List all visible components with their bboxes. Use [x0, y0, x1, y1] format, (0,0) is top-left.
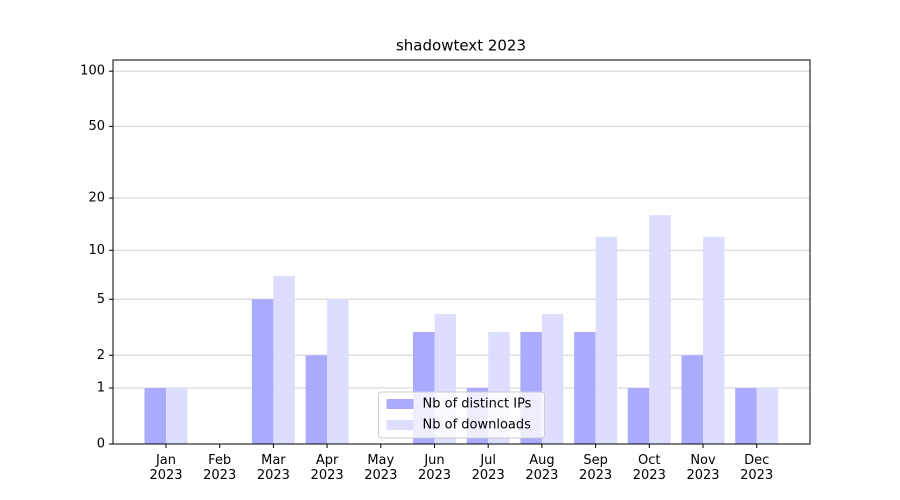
- y-tick-label: 10: [88, 243, 105, 258]
- x-tick-label: Aug 2023: [525, 453, 559, 483]
- y-tick-label: 0: [97, 437, 105, 452]
- bar: [273, 276, 295, 444]
- x-tick-label: Mar 2023: [256, 453, 290, 483]
- x-tick-label: Sep 2023: [579, 453, 613, 483]
- y-tick-label: 50: [88, 119, 105, 134]
- bar: [681, 355, 703, 444]
- bar: [144, 388, 166, 444]
- legend: Nb of distinct IPs Nb of downloads: [378, 391, 545, 439]
- bar: [756, 388, 779, 444]
- x-tick-label: Nov 2023: [686, 453, 720, 483]
- plot-frame: [112, 59, 811, 445]
- bar: [327, 299, 349, 444]
- legend-swatch: [386, 420, 414, 430]
- bar: [305, 355, 328, 444]
- bar: [627, 388, 650, 444]
- bar: [703, 236, 725, 444]
- x-tick-label: May 2023: [364, 453, 398, 483]
- bar: [735, 388, 757, 444]
- y-tick-label: 20: [88, 191, 105, 206]
- y-tick-label: 100: [80, 64, 105, 79]
- bar: [166, 388, 188, 444]
- legend-swatch: [386, 399, 414, 409]
- chart-title: shadowtext 2023: [396, 37, 526, 55]
- y-tick-label: 5: [97, 292, 105, 307]
- x-tick-label: Oct 2023: [632, 453, 666, 483]
- bar: [595, 236, 618, 444]
- legend-label: Nb of distinct IPs: [423, 397, 532, 412]
- y-tick-label: 1: [97, 381, 105, 396]
- x-tick-label: Apr 2023: [310, 453, 344, 483]
- x-tick-label: Dec 2023: [740, 453, 774, 483]
- bar: [251, 299, 274, 444]
- legend-box: [378, 391, 545, 439]
- x-tick-label: Jul 2023: [471, 453, 505, 483]
- x-tick-label: Feb 2023: [203, 453, 237, 483]
- grid: [113, 70, 810, 445]
- legend-label: Nb of downloads: [423, 418, 532, 433]
- bar: [574, 332, 596, 444]
- y-tick-label: 2: [97, 348, 105, 363]
- bar: [649, 215, 671, 444]
- x-tick-label: Jan 2023: [149, 453, 183, 483]
- x-tick-label: Jun 2023: [417, 453, 452, 483]
- bar: [541, 313, 564, 444]
